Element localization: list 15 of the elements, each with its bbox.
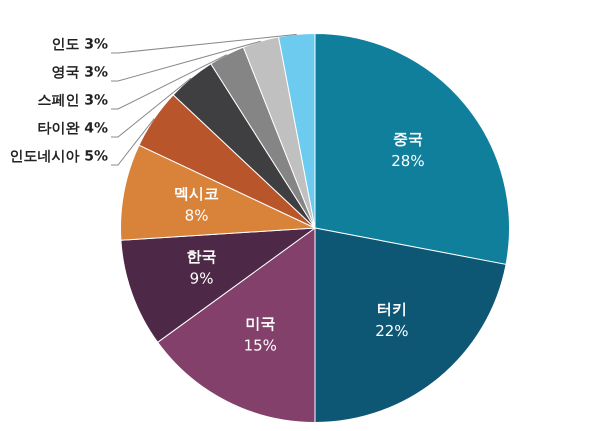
slice-label: 중국 <box>392 130 423 148</box>
slice-label: 스페인 3% <box>37 92 108 109</box>
slice-label: 인도네시아 5% <box>9 148 108 165</box>
slice-label: 멕시코 <box>174 184 220 202</box>
slice-label: 인도 3% <box>51 36 108 53</box>
data-label: 28% <box>391 152 425 170</box>
data-label: 15% <box>244 336 277 354</box>
slice-label: 미국 <box>245 314 276 332</box>
data-label: 9% <box>190 270 214 288</box>
slice-label: 터키 <box>376 300 407 318</box>
slice-label: 한국 <box>186 248 217 266</box>
data-label: 8% <box>184 206 208 224</box>
data-label: 22% <box>375 322 409 340</box>
slice-label: 타이완 4% <box>37 120 108 137</box>
slice-label: 영국 3% <box>51 64 108 81</box>
